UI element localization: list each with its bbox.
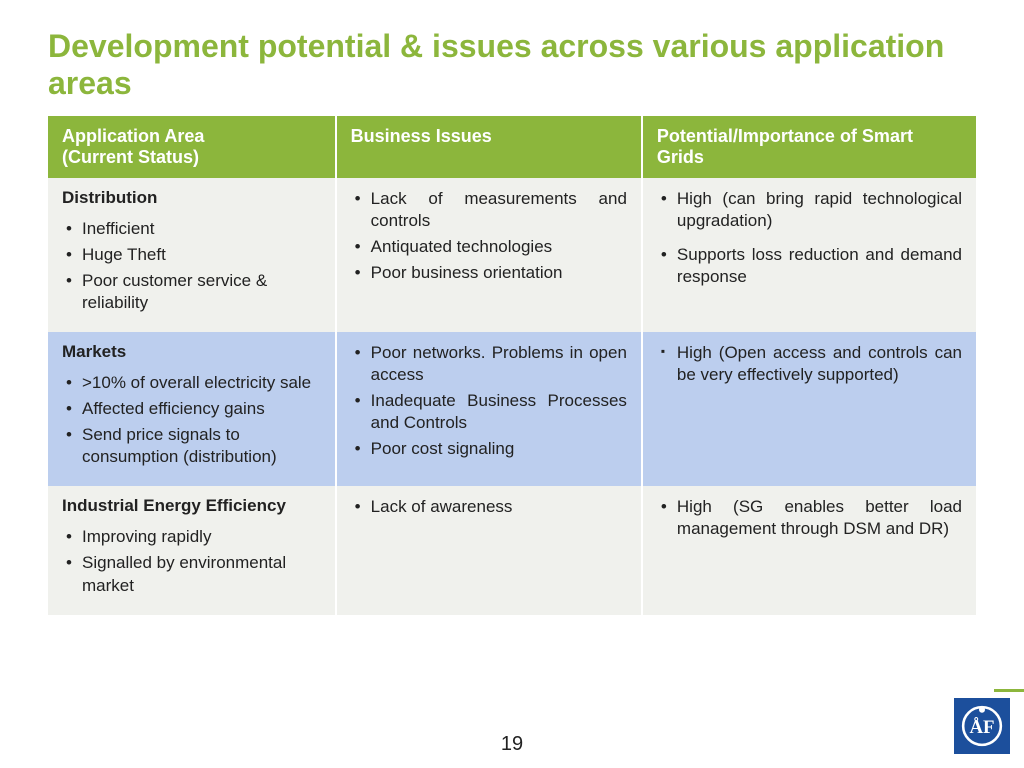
content-table: Application Area(Current Status) Busines… <box>48 116 976 615</box>
area-cell: Markets >10% of overall electricity sale A… <box>48 332 336 486</box>
table-row: Distribution Inefficient Huge Theft Poor cu… <box>48 178 976 332</box>
list-item: High (SG enables better load management … <box>661 496 962 540</box>
area-bullets: Improving rapidly Signalled by environmen… <box>62 526 321 596</box>
company-logo: ÅF <box>954 698 1010 754</box>
af-logo-icon: ÅF <box>958 702 1006 750</box>
potential-bullets: High (SG enables better load management … <box>657 496 962 540</box>
issues-bullets: Lack of measurements and controls Antiqua… <box>351 188 627 284</box>
list-item: Poor business orientation <box>355 262 627 284</box>
list-item: Antiquated technologies <box>355 236 627 258</box>
potential-cell: High (SG enables better load management … <box>642 486 976 614</box>
table-row: Industrial Energy Efficiency Improving ra… <box>48 486 976 614</box>
svg-text:ÅF: ÅF <box>969 717 994 738</box>
list-item: Poor cost signaling <box>355 438 627 460</box>
header-cell-1: Business Issues <box>336 116 642 178</box>
issues-cell: Poor networks. Problems in open accessIn… <box>336 332 642 486</box>
area-title: Industrial Energy Efficiency <box>62 496 321 516</box>
area-bullets: >10% of overall electricity sale Affected… <box>62 372 321 468</box>
area-cell: Industrial Energy Efficiency Improving ra… <box>48 486 336 614</box>
list-item: Poor customer service & reliability <box>66 270 321 314</box>
area-bullets: Inefficient Huge Theft Poor customer servi… <box>62 218 321 314</box>
issues-bullets: Poor networks. Problems in open accessIn… <box>351 342 627 460</box>
potential-bullets: High (can bring rapid technological upgr… <box>657 188 962 288</box>
potential-cell: High (Open access and controls can be ve… <box>642 332 976 486</box>
page-number: 19 <box>0 733 1024 756</box>
table-body: Distribution Inefficient Huge Theft Poor cu… <box>48 178 976 615</box>
list-item: >10% of overall electricity sale <box>66 372 321 394</box>
list-item: Affected efficiency gains <box>66 398 321 420</box>
list-item: Lack of measurements and controls <box>355 188 627 232</box>
list-item: High (can bring rapid technological upgr… <box>661 188 962 232</box>
potential-bullets: High (Open access and controls can be ve… <box>657 342 962 386</box>
issues-cell: Lack of measurements and controls Antiqua… <box>336 178 642 332</box>
list-item: Send price signals to consumption (distr… <box>66 424 321 468</box>
potential-cell: High (can bring rapid technological upgr… <box>642 178 976 332</box>
list-item: Signalled by environmental market <box>66 552 321 596</box>
table-row: Markets >10% of overall electricity sale A… <box>48 332 976 486</box>
accent-line <box>994 689 1024 692</box>
issues-bullets: Lack of awareness <box>351 496 627 518</box>
area-cell: Distribution Inefficient Huge Theft Poor cu… <box>48 178 336 332</box>
list-item: Poor networks. Problems in open access <box>355 342 627 386</box>
list-item: Improving rapidly <box>66 526 321 548</box>
list-item: Inefficient <box>66 218 321 240</box>
list-item: Huge Theft <box>66 244 321 266</box>
list-item: Supports loss reduction and demand respo… <box>661 244 962 288</box>
area-title: Markets <box>62 342 321 362</box>
header-cell-0: Application Area(Current Status) <box>48 116 336 178</box>
header-row: Application Area(Current Status) Busines… <box>48 116 976 178</box>
list-item: High (Open access and controls can be ve… <box>661 342 962 386</box>
area-title: Distribution <box>62 188 321 208</box>
list-item: Inadequate Business Processes and Contro… <box>355 390 627 434</box>
slide-title: Development potential & issues across va… <box>48 28 976 102</box>
issues-cell: Lack of awareness <box>336 486 642 614</box>
list-item: Lack of awareness <box>355 496 627 518</box>
header-cell-2: Potential/Importance of Smart Grids <box>642 116 976 178</box>
